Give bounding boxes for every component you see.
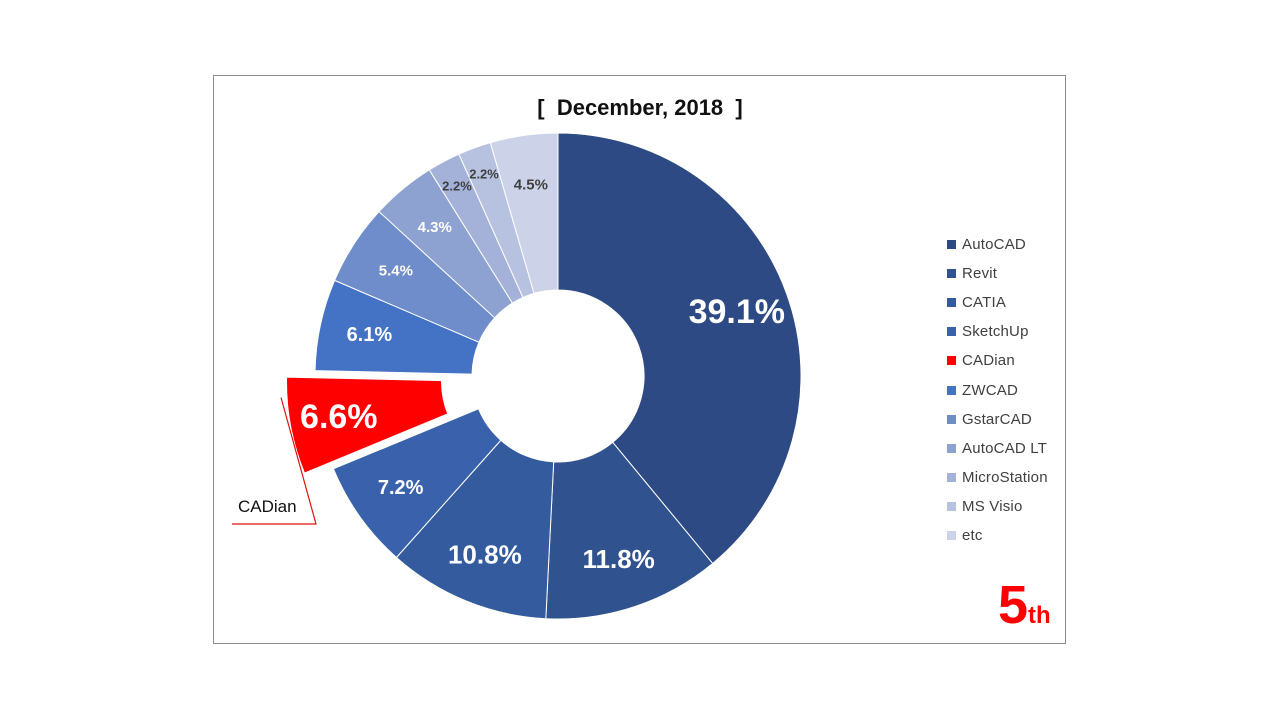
legend-swatch	[947, 240, 956, 250]
slice-catia	[395, 439, 555, 620]
legend-swatch	[947, 501, 956, 511]
data-label-etc: 4.5%	[514, 176, 548, 193]
data-label-gstarcad: 5.4%	[379, 263, 413, 280]
legend-swatch	[947, 472, 956, 482]
slice-autocad	[557, 132, 802, 565]
legend-swatch	[947, 530, 956, 540]
rank-number: 5	[998, 575, 1029, 635]
data-label-microstation: 2.2%	[442, 179, 472, 194]
legend-swatch	[947, 443, 956, 453]
legend-swatch	[947, 298, 956, 308]
legend-label: AutoCAD	[962, 236, 1026, 254]
data-label-revit: 11.8%	[583, 544, 655, 574]
data-label-cadian: 6.6%	[300, 398, 378, 436]
legend-item-catia: CATIA	[947, 288, 1048, 317]
data-label-ms-visio: 2.2%	[469, 167, 499, 182]
legend-item-zwcad: ZWCAD	[947, 375, 1048, 404]
slice-sketchup	[332, 408, 502, 559]
legend: AutoCAD Revit CATIA SketchUp CADian ZWCAD Gsta…	[947, 230, 1048, 550]
legend-item-ms-visio: MS Visio	[947, 492, 1048, 521]
legend-swatch	[947, 385, 956, 395]
data-label-catia: 10.8%	[448, 540, 522, 570]
legend-label: MicroStation	[962, 468, 1048, 486]
legend-swatch	[947, 269, 956, 279]
legend-label: etc	[962, 526, 983, 544]
data-label-zwcad: 6.1%	[347, 324, 393, 346]
slice-etc	[489, 132, 559, 295]
legend-item-revit: Revit	[947, 259, 1048, 288]
legend-label: MS Visio	[962, 497, 1023, 515]
data-label-sketchup: 7.2%	[378, 477, 424, 499]
legend-swatch	[947, 414, 956, 424]
legend-label: CADian	[962, 352, 1015, 370]
legend-item-etc: etc	[947, 521, 1048, 550]
callout-label: CADian	[238, 497, 297, 516]
rank-suffix: th	[1028, 602, 1051, 629]
legend-label: SketchUp	[962, 323, 1029, 341]
legend-swatch	[947, 327, 956, 337]
legend-label: CATIA	[962, 294, 1007, 312]
legend-item-autocad: AutoCAD	[947, 230, 1048, 259]
data-label-autocad-lt: 4.3%	[418, 219, 452, 236]
legend-item-gstarcad: GstarCAD	[947, 405, 1048, 434]
rank-badge: 5th	[998, 578, 1051, 632]
legend-label: GstarCAD	[962, 410, 1032, 428]
legend-item-autocad-lt: AutoCAD LT	[947, 434, 1048, 463]
callout-line	[232, 397, 317, 525]
legend-label: Revit	[962, 265, 998, 283]
chart-title: [ December, 2018 ]	[537, 95, 743, 120]
legend-item-microstation: MicroStation	[947, 463, 1048, 492]
legend-item-sketchup: SketchUp	[947, 317, 1048, 346]
legend-swatch	[947, 356, 956, 366]
legend-item-cadian: CADian	[947, 346, 1048, 375]
legend-label: ZWCAD	[962, 381, 1018, 399]
data-label-autocad: 39.1%	[689, 293, 785, 331]
legend-label: AutoCAD LT	[962, 439, 1048, 457]
slice-revit	[545, 441, 714, 620]
